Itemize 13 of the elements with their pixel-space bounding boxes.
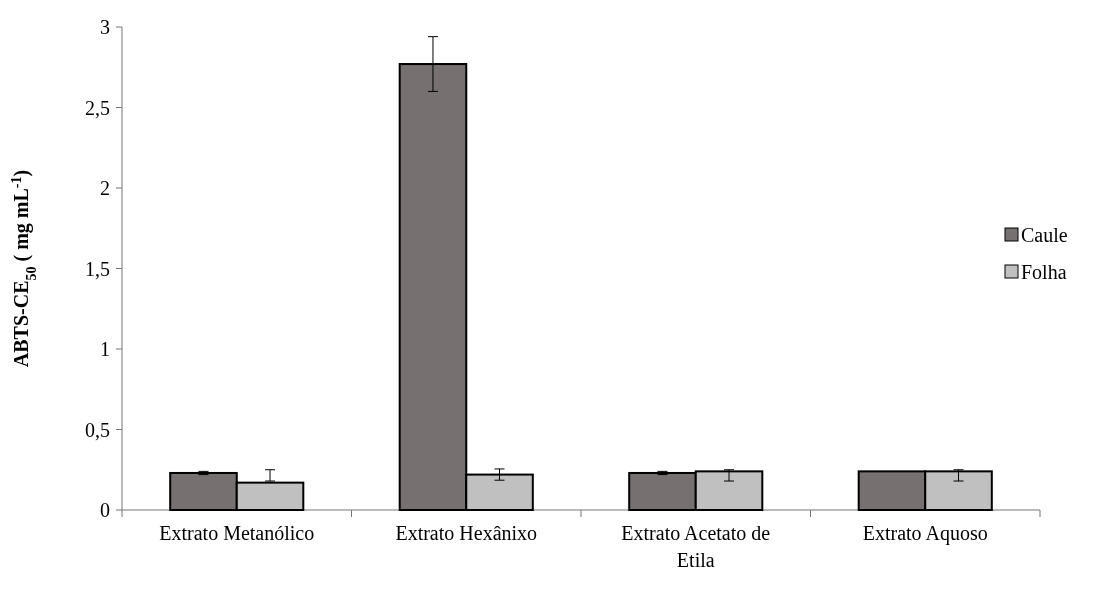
y-tick-label: 1,5 bbox=[85, 257, 110, 280]
y-tick-label: 1 bbox=[100, 338, 110, 360]
legend-label: Folha bbox=[1021, 261, 1067, 283]
y-tick-label: 0 bbox=[100, 499, 110, 521]
x-tick-label: Extrato Acetato de Etila bbox=[621, 522, 771, 571]
y-tick-label: 0,5 bbox=[85, 418, 110, 441]
y-tick-label: 3 bbox=[100, 16, 110, 38]
y-tick-label: 2 bbox=[100, 177, 110, 199]
legend-label: Caule bbox=[1021, 224, 1068, 246]
x-tick-label: Extrato Hexânixo bbox=[395, 522, 538, 544]
y-tick-label: 2,5 bbox=[85, 96, 110, 119]
x-tick-label: Extrato Metanólico bbox=[159, 522, 315, 544]
x-tick-label: Extrato Aquoso bbox=[862, 522, 988, 545]
